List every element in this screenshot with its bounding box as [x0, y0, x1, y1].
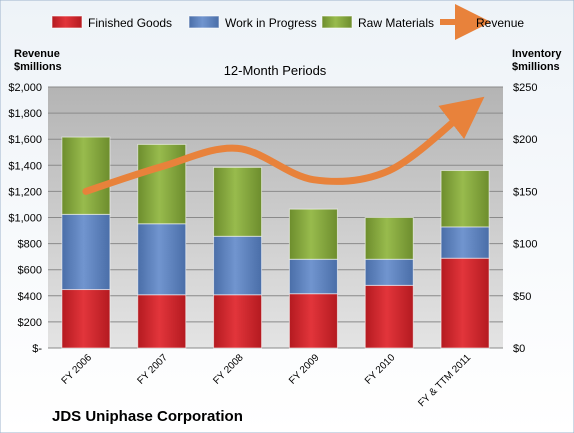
finished-goods-bar [364, 284, 414, 349]
work-in-progress-bar [61, 213, 111, 291]
legend-label: Finished Goods [88, 16, 172, 30]
legend-label: Revenue [476, 16, 524, 30]
left-tick-label: $- [32, 343, 42, 355]
raw-materials-bar [288, 208, 338, 260]
left-tick-label: $600 [18, 265, 42, 277]
work-in-progress-bar [288, 258, 338, 295]
raw-materials-bar [213, 166, 263, 237]
finished-goods-bar [288, 293, 338, 349]
finished-goods-bar [213, 294, 263, 349]
right-axis-title-line1: Inventory [512, 48, 562, 60]
raw-materials-bar [364, 217, 414, 260]
legend-label: Work in Progress [225, 16, 317, 30]
left-tick-label: $200 [18, 317, 42, 329]
left-axis-title-line1: Revenue [14, 48, 60, 60]
left-tick-label: $1,200 [8, 186, 42, 198]
legend-swatch [51, 15, 83, 29]
left-axis-title-line2: $millions [14, 61, 62, 73]
legend-swatch [321, 15, 353, 29]
left-tick-label: $800 [18, 239, 42, 251]
left-tick-label: $1,000 [8, 213, 42, 225]
legend-item-work-in-progress: Work in Progress [188, 15, 317, 30]
bars [61, 136, 490, 349]
left-tick-label: $2,000 [8, 82, 42, 94]
finished-goods-bar [440, 257, 490, 349]
work-in-progress-bar [364, 258, 414, 286]
finished-goods-bar [61, 289, 111, 349]
right-tick-label: $250 [513, 82, 537, 94]
left-tick-label: $1,400 [8, 160, 42, 172]
left-tick-label: $1,800 [8, 108, 42, 120]
right-axis-title-line2: $millions [512, 61, 560, 73]
raw-materials-bar [440, 170, 490, 228]
raw-materials-bar [137, 143, 187, 225]
left-tick-label: $1,600 [8, 134, 42, 146]
work-in-progress-bar [213, 235, 263, 296]
revenue-line [82, 96, 485, 195]
right-tick-label: $100 [513, 239, 537, 251]
work-in-progress-bar [440, 226, 490, 259]
chart-title: 12-Month Periods [224, 63, 327, 78]
legend: Finished Goods Work in Progress Raw Materi… [51, 4, 524, 40]
company-title: JDS Uniphase Corporation [52, 408, 243, 425]
legend-label: Raw Materials [358, 16, 434, 30]
legend-item-finished-goods: Finished Goods [51, 15, 172, 30]
left-tick-label: $400 [18, 291, 42, 303]
right-tick-label: $50 [513, 291, 531, 303]
finished-goods-bar [137, 294, 187, 349]
left-axis-ticks: $- $200 $400 $600 $800 $1,000 $1,200 $1,400 $1,6… [8, 82, 42, 355]
raw-materials-bar [61, 136, 111, 215]
work-in-progress-bar [137, 223, 187, 296]
legend-swatch [188, 15, 220, 29]
right-tick-label: $150 [513, 186, 537, 198]
right-tick-label: $0 [513, 343, 525, 355]
right-tick-label: $200 [513, 134, 537, 146]
legend-item-raw-materials: Raw Materials [321, 15, 434, 30]
right-axis-ticks: $0 $50 $100 $150 $200 $250 [513, 82, 537, 355]
legend-item-revenue: Revenue [440, 4, 524, 40]
revenue-line-group [82, 96, 485, 195]
